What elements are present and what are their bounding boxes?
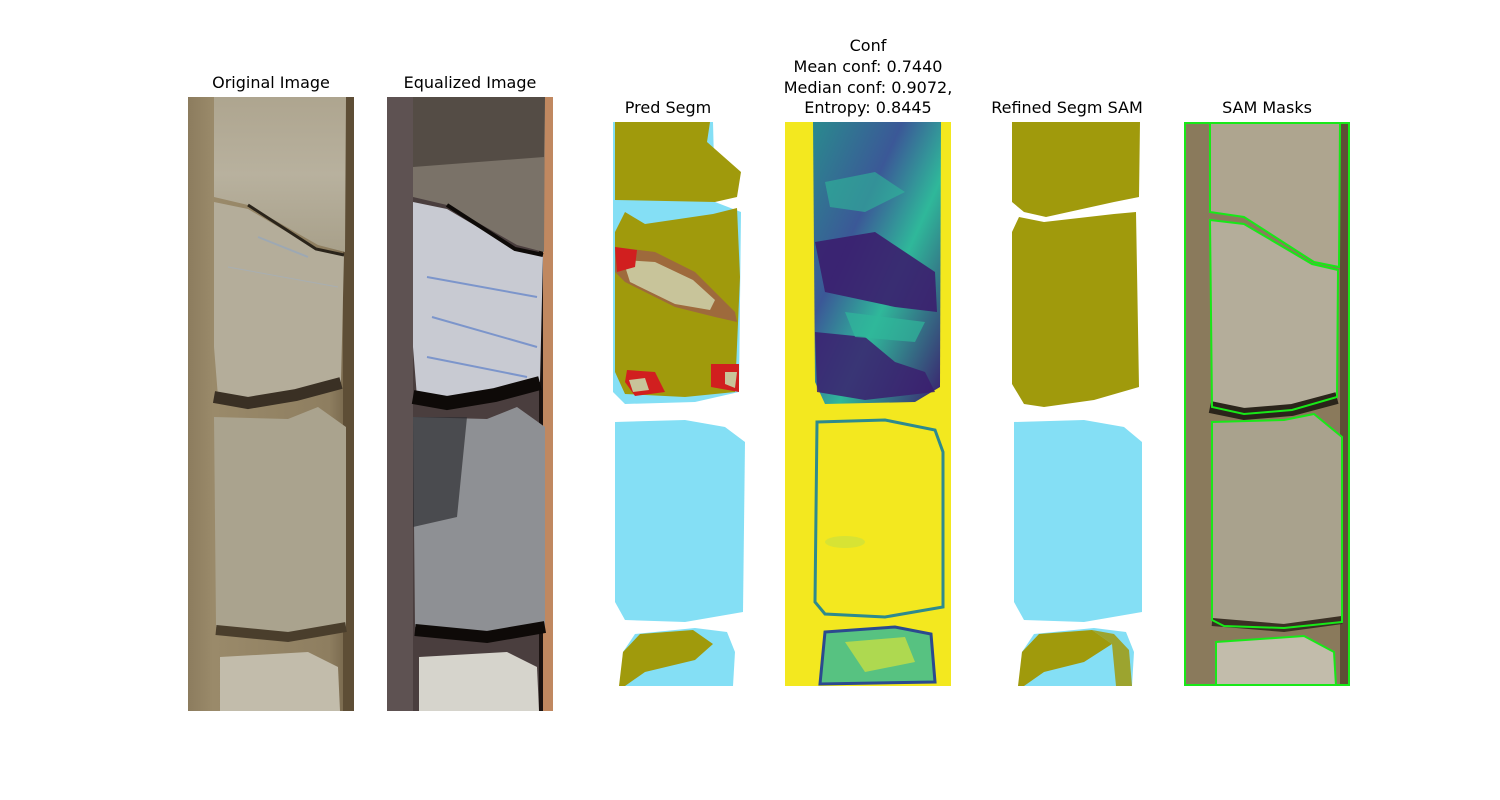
original-image-title: Original Image: [212, 73, 330, 92]
equalized-image-title: Equalized Image: [403, 73, 537, 92]
conf-median-line: Median conf: 0.9072,: [783, 78, 953, 97]
sam-masks-image: [1184, 122, 1350, 686]
conf-title: Conf: [849, 36, 887, 55]
refined-segm-sam-image: [984, 122, 1150, 686]
refined-segm-title: Refined Segm SAM: [991, 98, 1143, 117]
pred-segm-title: Pred Segm: [624, 98, 712, 117]
equalized-image: [387, 97, 553, 711]
conf-map-image: [785, 122, 951, 686]
pred-segm-image: [585, 122, 751, 686]
conf-entropy-line: Entropy: 0.8445: [804, 98, 932, 117]
original-image: [188, 97, 354, 711]
conf-mean-line: Mean conf: 0.7440: [793, 57, 943, 76]
sam-masks-title: SAM Masks: [1222, 98, 1312, 117]
